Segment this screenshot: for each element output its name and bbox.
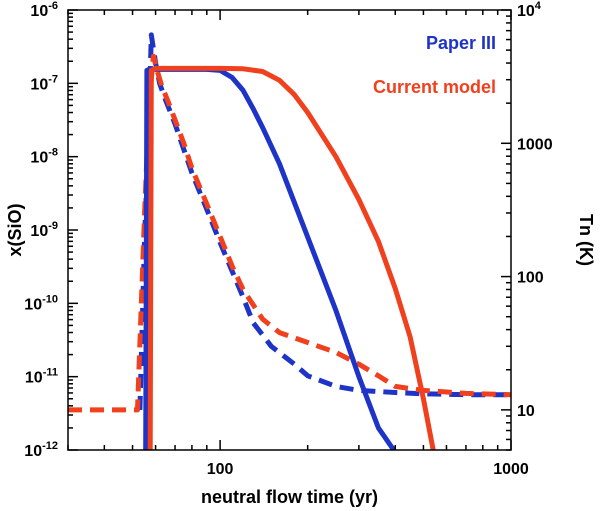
legend-paper-iii: Paper III	[426, 33, 496, 53]
y-right-tick-label: 10	[517, 403, 535, 420]
y-left-tick-label: 10-12	[24, 440, 58, 460]
y-left-tick-label: 10-9	[30, 220, 58, 240]
plot-frame	[67, 9, 512, 451]
series-line-current-model-sio	[147, 65, 436, 450]
x-axis-title: neutral flow time (yr)	[201, 487, 378, 507]
y-right-tick-label: 1000	[517, 136, 553, 153]
series-line-current-model-tn	[68, 53, 511, 413]
y-left-tick-label: 10-8	[30, 147, 58, 167]
y-right-axis-title: Tn (K)	[576, 214, 596, 266]
y-left-axis-title: x(SiO)	[5, 203, 25, 256]
y-right-tick-label: 100	[517, 270, 544, 287]
ticks-layer	[67, 9, 512, 451]
y-left-tick-label: 10-7	[30, 73, 58, 93]
y-left-tick-label: 10-10	[24, 293, 58, 313]
legend-current-model: Current model	[373, 77, 496, 97]
y-left-tick-label: 10-6	[30, 0, 58, 20]
y-left-tick-label: 10-11	[25, 367, 58, 387]
series-layer	[68, 32, 511, 450]
x-tick-label: 100	[207, 461, 234, 478]
tick-labels-layer: 100 1000 10-6 10-7 10-8 10-9 10-10 10-11 10-12 10…	[24, 0, 552, 478]
series-line-paper-iii-sio	[143, 66, 396, 450]
y-right-tick-label: 104	[517, 0, 542, 20]
x-tick-label: 1000	[493, 461, 529, 478]
